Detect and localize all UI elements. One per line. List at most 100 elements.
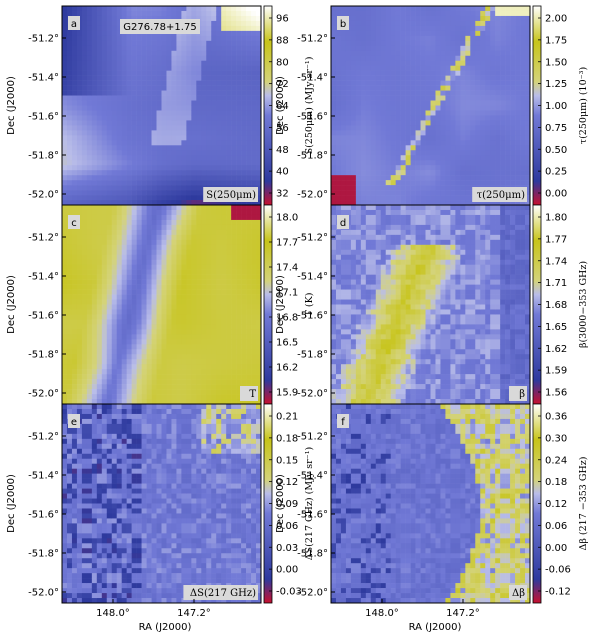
heatmap-cell xyxy=(380,50,387,57)
heatmap-cell xyxy=(420,120,426,126)
heatmap-cell xyxy=(236,110,242,116)
heatmap-cell xyxy=(231,6,237,12)
heatmap-cell xyxy=(181,10,187,17)
heatmap-cell xyxy=(121,50,127,57)
heatmap-cell xyxy=(251,45,257,52)
heatmap-cell xyxy=(231,229,237,236)
heatmap-cell xyxy=(131,249,137,256)
heatmap-cell xyxy=(111,284,118,290)
heatmap-cell xyxy=(410,190,416,196)
heatmap-cell xyxy=(430,195,436,201)
heatmap-cell xyxy=(350,80,357,86)
heatmap-cell xyxy=(495,145,501,151)
heatmap-cell xyxy=(111,140,118,146)
heatmap-cell xyxy=(161,234,167,241)
heatmap-cell xyxy=(136,339,142,345)
heatmap-cell xyxy=(345,100,352,106)
heatmap-cell xyxy=(136,90,142,96)
heatmap-cell xyxy=(475,15,481,22)
heatmap-cell xyxy=(331,30,337,37)
heatmap-cell xyxy=(126,299,132,305)
heatmap-cell xyxy=(131,150,137,156)
heatmap-cell xyxy=(76,344,83,350)
heatmap-cell xyxy=(196,279,202,285)
heatmap-cell xyxy=(71,40,78,47)
heatmap-cell xyxy=(86,45,93,52)
heatmap-cell xyxy=(126,394,132,400)
heatmap-cell xyxy=(221,389,227,395)
heatmap-cell xyxy=(86,389,93,395)
heatmap-cell xyxy=(66,309,73,315)
heatmap-cell xyxy=(256,55,262,62)
heatmap-cell xyxy=(335,125,342,131)
heatmap-cell xyxy=(331,160,337,166)
heatmap-cell xyxy=(370,110,377,116)
heatmap-cell xyxy=(166,95,172,101)
heatmap-cell xyxy=(71,269,78,275)
heatmap-cell xyxy=(191,200,197,206)
heatmap-cell xyxy=(425,80,431,86)
heatmap-cell xyxy=(226,100,232,106)
heatmap-cell xyxy=(470,120,476,126)
heatmap-cell xyxy=(251,70,257,76)
heatmap-cell xyxy=(181,55,187,62)
heatmap-cell xyxy=(241,175,247,181)
heatmap-cell xyxy=(131,394,137,400)
heatmap-cell xyxy=(106,40,113,47)
heatmap-cell xyxy=(171,150,177,156)
heatmap-cell xyxy=(66,45,73,52)
heatmap-cell xyxy=(116,80,122,86)
heatmap-cell xyxy=(226,244,232,251)
heatmap-cell xyxy=(126,65,132,71)
heatmap-cell xyxy=(151,125,157,131)
heatmap-cell xyxy=(485,20,491,27)
heatmap-cell xyxy=(465,195,471,201)
heatmap-cell xyxy=(201,100,207,106)
heatmap-cell xyxy=(166,304,172,310)
heatmap-cell xyxy=(450,65,456,71)
heatmap-cell xyxy=(81,10,88,17)
heatmap-cell xyxy=(490,200,496,206)
heatmap-cell xyxy=(121,165,127,171)
heatmap-cell xyxy=(520,200,526,206)
heatmap-cell xyxy=(470,115,476,121)
heatmap-cell xyxy=(380,165,387,171)
heatmap-cell xyxy=(350,200,357,206)
heatmap-cell xyxy=(490,160,496,166)
heatmap-cell xyxy=(211,70,217,76)
heatmap-cell xyxy=(390,200,396,206)
heatmap-cell xyxy=(216,170,222,176)
heatmap-cell xyxy=(91,314,98,320)
heatmap-cell xyxy=(181,314,187,320)
heatmap-cell xyxy=(191,180,197,186)
heatmap-cell xyxy=(106,125,113,131)
heatmap-cell xyxy=(131,155,137,161)
heatmap-cell xyxy=(331,75,337,81)
heatmap-cell xyxy=(455,100,461,106)
heatmap-cell xyxy=(76,289,83,295)
heatmap-cell xyxy=(151,175,157,181)
heatmap-cell xyxy=(455,80,461,86)
heatmap-cell xyxy=(151,394,157,400)
heatmap-cell xyxy=(62,165,68,171)
heatmap-cell xyxy=(181,205,187,211)
heatmap-cell xyxy=(121,239,127,246)
heatmap-cell xyxy=(136,344,142,350)
heatmap-cell xyxy=(181,249,187,256)
heatmap-cell xyxy=(211,160,217,166)
heatmap-cell xyxy=(355,165,362,171)
heatmap-cell xyxy=(96,160,103,166)
heatmap-cell xyxy=(141,15,147,22)
heatmap-cell xyxy=(146,65,152,71)
heatmap-cell xyxy=(355,25,362,32)
heatmap-cell xyxy=(156,269,162,275)
heatmap-cell xyxy=(465,155,471,161)
heatmap-cell xyxy=(111,85,118,91)
heatmap-cell xyxy=(191,244,197,251)
heatmap-cell xyxy=(440,40,446,47)
heatmap-cell xyxy=(171,319,177,325)
heatmap-cell xyxy=(136,274,142,280)
heatmap-cell xyxy=(216,165,222,171)
heatmap-cell xyxy=(510,10,516,17)
heatmap-cell xyxy=(241,229,247,236)
